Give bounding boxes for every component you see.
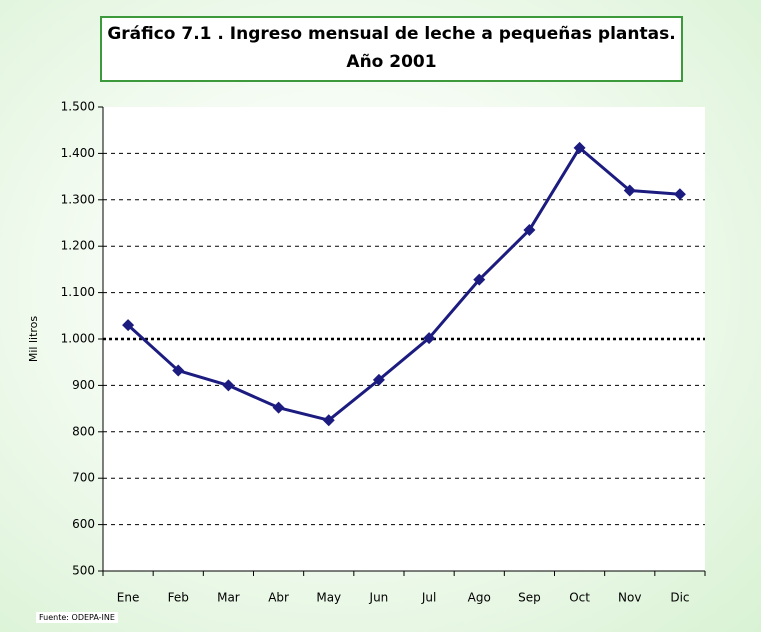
data-point [473, 273, 486, 286]
y-tick-label: 1.500 [61, 100, 95, 114]
data-point [423, 332, 436, 345]
y-tick-label: 500 [72, 564, 95, 578]
x-tick-label: Jun [369, 591, 389, 605]
data-line [127, 146, 681, 422]
data-point [673, 188, 686, 201]
data-point [222, 379, 235, 392]
data-point [523, 223, 536, 236]
x-tick-label: Jul [421, 591, 436, 605]
x-tick-label: Oct [569, 591, 590, 605]
data-point [623, 184, 636, 197]
data-point [122, 319, 135, 332]
source-note: Fuente: ODEPA-INE [36, 612, 118, 623]
y-tick-label: 600 [72, 517, 95, 531]
y-tick-label: 1.400 [61, 146, 95, 160]
x-tick-label: Nov [618, 591, 641, 605]
y-axis-label: Mil litros [27, 316, 40, 363]
data-point [272, 401, 285, 414]
y-tick-label: 1.000 [61, 332, 95, 346]
y-tick-label: 1.100 [61, 285, 95, 299]
x-tick-label: Feb [168, 591, 189, 605]
y-tick-label: 800 [72, 424, 95, 438]
y-tick-label: 1.200 [61, 239, 95, 253]
x-tick-label: Ene [117, 591, 140, 605]
chart-title: Gráfico 7.1 . Ingreso mensual de leche a… [100, 16, 683, 82]
data-point [322, 414, 335, 427]
x-tick-label: Abr [268, 591, 289, 605]
x-tick-label: Sep [518, 591, 541, 605]
y-tick-label: 900 [72, 378, 95, 392]
x-tick-label: Mar [217, 591, 240, 605]
x-tick-label: Dic [670, 591, 689, 605]
x-tick-label: Ago [468, 591, 491, 605]
data-point [573, 141, 586, 154]
x-tick-label: May [316, 591, 341, 605]
y-tick-label: 700 [72, 471, 95, 485]
data-point [372, 373, 385, 386]
data-point [172, 364, 185, 377]
y-tick-label: 1.300 [61, 192, 95, 206]
